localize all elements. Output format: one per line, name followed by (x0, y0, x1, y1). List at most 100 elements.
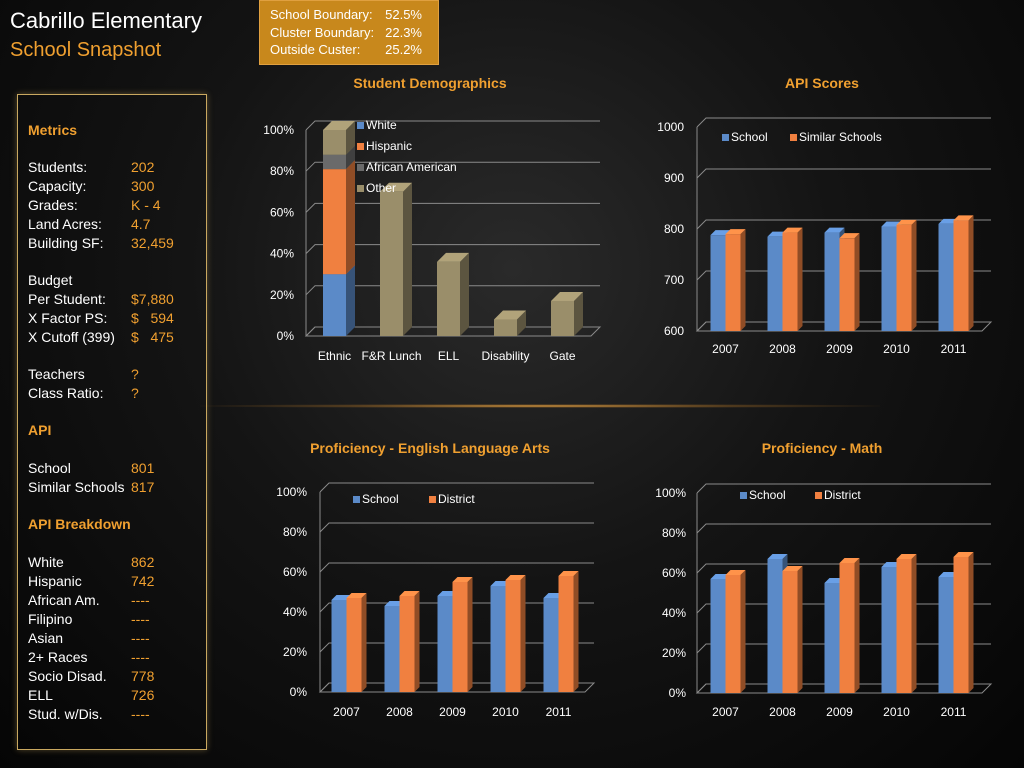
bar (323, 160, 355, 275)
bar-front (824, 583, 840, 693)
gridline (305, 202, 600, 213)
bar-front (494, 319, 517, 336)
legend-swatch (353, 496, 360, 503)
legend-swatch (357, 122, 364, 129)
gridline (305, 161, 600, 172)
bar (452, 577, 473, 692)
bar-top (725, 229, 746, 235)
bar-side (346, 265, 355, 336)
bar-front (558, 576, 574, 692)
bar-front (323, 154, 346, 170)
legend-label: Other (366, 181, 396, 195)
bar-side (403, 182, 412, 336)
y-tick-label: 40% (662, 606, 686, 620)
bar (437, 252, 469, 336)
legend-swatch (740, 492, 747, 499)
metric-label: African Am. (28, 592, 100, 608)
bar-top (346, 593, 367, 598)
bar-top (767, 554, 788, 559)
bar-top (896, 554, 917, 559)
bar-side (460, 252, 469, 336)
metric-label: Asian (28, 630, 64, 646)
boundary-value: 25.2% (385, 42, 422, 57)
metric-value: 726 (131, 687, 155, 703)
chart-title: Proficiency - English Language Arts (310, 440, 550, 456)
metric-label: Similar Schools (28, 479, 125, 495)
bar-front (505, 580, 521, 692)
bar-front (953, 220, 969, 331)
boundary-label: Outside Custer: (270, 42, 361, 57)
chart-math: Proficiency - Math 0% 20% 40% 60% 80% 100% 2007… (655, 440, 993, 719)
metric-label: Class Ratio: (28, 385, 104, 401)
metric-label: School (28, 460, 71, 476)
bar-top (839, 558, 860, 563)
legend-swatch (357, 143, 364, 150)
bar-front (490, 586, 506, 692)
bar-front (437, 261, 460, 336)
metric-value: ---- (131, 630, 150, 646)
gridline (696, 117, 991, 128)
bar-side (361, 593, 367, 692)
bar-front (452, 582, 468, 692)
y-tick-label: 40% (283, 605, 307, 619)
gridline (319, 562, 594, 573)
x-tick-label: 2007 (712, 705, 739, 719)
y-tick-label: 80% (270, 164, 294, 178)
metric-label: X Factor PS: (28, 310, 108, 326)
x-tick-label: 2009 (826, 705, 853, 719)
y-tick-label: 60% (283, 565, 307, 579)
bar-front (881, 567, 897, 693)
metric-value: 801 (131, 460, 155, 476)
budget-label: Budget (28, 272, 73, 288)
bar-top (399, 591, 420, 596)
y-tick-label: 900 (664, 171, 684, 185)
bar-top (953, 215, 974, 221)
metric-label: Capacity: (28, 178, 87, 194)
boundary-value: 22.3% (385, 24, 422, 40)
x-tick-label: 2010 (883, 705, 910, 719)
bar-front (767, 236, 783, 331)
x-tick-label: 2007 (712, 342, 739, 356)
boundary-box: School Boundary: 52.5% Cluster Boundary:… (259, 0, 439, 65)
bar-side (346, 160, 355, 275)
y-tick-label: 80% (283, 525, 307, 539)
metric-value: 300 (131, 178, 155, 194)
bar (323, 121, 355, 155)
bar-top (452, 577, 473, 582)
bar-front (380, 191, 403, 336)
y-tick-label: 60% (270, 205, 294, 219)
metric-value: ? (131, 385, 139, 401)
bar (896, 219, 917, 331)
chart-api: API Scores 600 700 800 900 1000 2007 2008 2009 20… (657, 75, 993, 356)
y-tick-label: 0% (669, 686, 687, 700)
bar-side (854, 558, 860, 693)
legend-label: Hispanic (366, 139, 412, 153)
bar-top (896, 219, 917, 225)
y-tick-label: 0% (277, 329, 295, 343)
bar-side (797, 227, 803, 331)
y-tick-label: 100% (655, 486, 686, 500)
bar-front (896, 559, 912, 693)
gridline (305, 285, 600, 296)
bar-front (543, 598, 559, 692)
bar-front (399, 596, 415, 692)
legend-label: District (824, 488, 861, 502)
boundary-value: 52.5% (385, 7, 422, 22)
bar (494, 310, 526, 336)
bar-front (710, 235, 726, 331)
bar-front (384, 606, 400, 692)
bar-front (782, 571, 798, 693)
bar-front (323, 130, 346, 155)
x-tick-label: ELL (438, 349, 460, 363)
bar-top (437, 252, 469, 262)
bar-top (824, 227, 845, 233)
metric-label: ELL (28, 687, 53, 703)
metric-value: 862 (131, 554, 155, 570)
bar-front (938, 223, 954, 331)
bar-side (346, 145, 355, 170)
bar (551, 291, 583, 336)
x-tick-label: 2010 (492, 705, 519, 719)
bar-side (574, 291, 583, 336)
bar-front (346, 598, 362, 692)
bar-front (896, 224, 912, 331)
